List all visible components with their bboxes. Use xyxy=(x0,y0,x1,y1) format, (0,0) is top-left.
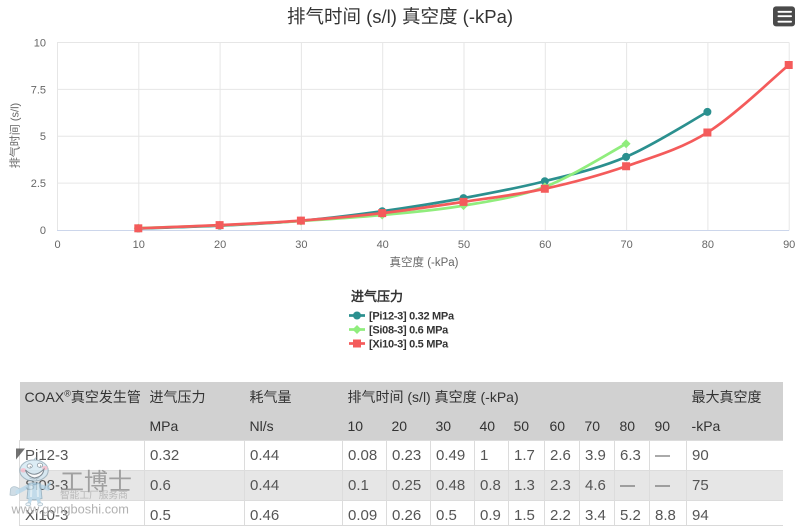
svg-text:0: 0 xyxy=(40,225,46,237)
svg-text:www.gongboshi.com: www.gongboshi.com xyxy=(11,502,129,517)
svg-text:排气时间 (s/l): 排气时间 (s/l) xyxy=(8,103,22,168)
svg-text:进气压力: 进气压力 xyxy=(351,289,403,304)
svg-text:排气时间 (s/l) 真空度 (-kPa): 排气时间 (s/l) 真空度 (-kPa) xyxy=(287,6,513,27)
svg-text:60: 60 xyxy=(539,239,551,251)
svg-text:10: 10 xyxy=(34,38,46,50)
svg-text:10: 10 xyxy=(133,239,145,251)
svg-text:0: 0 xyxy=(54,239,60,251)
svg-text:工博士: 工博士 xyxy=(60,469,132,496)
svg-text:[Xi10-3] 0.5 MPa: [Xi10-3] 0.5 MPa xyxy=(369,339,449,351)
svg-text:真空度 (-kPa): 真空度 (-kPa) xyxy=(390,255,459,269)
svg-text:40: 40 xyxy=(377,239,389,251)
svg-text:50: 50 xyxy=(458,239,470,251)
svg-text:[Si08-3] 0.6 MPa: [Si08-3] 0.6 MPa xyxy=(369,325,449,337)
svg-text:2.5: 2.5 xyxy=(31,178,46,190)
svg-text:7.5: 7.5 xyxy=(31,84,46,96)
svg-text:智能工厂服务商: 智能工厂服务商 xyxy=(60,489,128,502)
svg-text:20: 20 xyxy=(214,239,226,251)
svg-text:70: 70 xyxy=(620,239,632,251)
svg-text:5: 5 xyxy=(40,131,46,143)
svg-text:80: 80 xyxy=(702,239,714,251)
svg-text:90: 90 xyxy=(783,239,795,251)
svg-text:[Pi12-3] 0.32 MPa: [Pi12-3] 0.32 MPa xyxy=(369,311,455,323)
svg-text:30: 30 xyxy=(295,239,307,251)
